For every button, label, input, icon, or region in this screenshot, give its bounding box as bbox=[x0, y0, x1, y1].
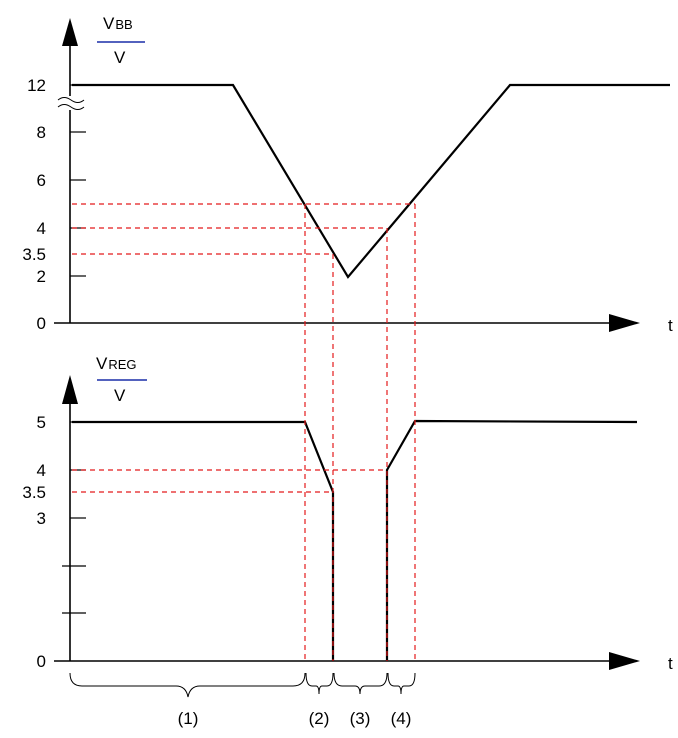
bottom-tick-label-4: 4 bbox=[37, 461, 46, 480]
phase-brace-3 bbox=[333, 672, 388, 695]
bottom-tick-label-3: 3 bbox=[37, 509, 46, 528]
phase-brace-2 bbox=[305, 672, 334, 695]
vbb-waveform bbox=[72, 83, 670, 279]
top-tick-label-4: 4 bbox=[37, 219, 46, 238]
phase-label-3: (3) bbox=[350, 709, 371, 728]
phase-label-4: (4) bbox=[391, 709, 412, 728]
top-x-label: t bbox=[668, 316, 673, 335]
top-tick-label-0: 0 bbox=[37, 314, 46, 333]
top-plot: VBB V t 12 8 6 4 3.5 2 0 bbox=[22, 14, 673, 335]
top-tick-label-12: 12 bbox=[27, 76, 46, 95]
phase-brace-4 bbox=[387, 672, 416, 695]
top-tick-label-2: 2 bbox=[37, 267, 46, 286]
phase-brace-1 bbox=[69, 672, 306, 698]
bottom-tick-label-5: 5 bbox=[37, 413, 46, 432]
axis-break-icon bbox=[57, 96, 85, 110]
top-tick-label-3-5: 3.5 bbox=[22, 245, 46, 264]
vreg-waveform-falling bbox=[72, 420, 335, 661]
bottom-y-unit: V bbox=[114, 386, 126, 405]
top-y-label: VBB bbox=[103, 14, 133, 33]
top-x-arrowhead-icon bbox=[609, 314, 640, 332]
phase-label-1: (1) bbox=[178, 709, 199, 728]
bottom-x-arrowhead-icon bbox=[609, 652, 640, 670]
phase-label-2: (2) bbox=[309, 709, 330, 728]
top-tick-label-8: 8 bbox=[37, 123, 46, 142]
bottom-x-label: t bbox=[668, 654, 673, 673]
bottom-tick-label-0: 0 bbox=[37, 652, 46, 671]
bottom-y-arrowhead-icon bbox=[62, 375, 78, 404]
bottom-tick-label-3-5: 3.5 bbox=[22, 483, 46, 502]
vreg-waveform-rising bbox=[385, 419, 638, 661]
threshold-guides bbox=[72, 203, 416, 661]
bottom-y-label: VREG bbox=[96, 354, 137, 373]
phase-braces: (1) (2) (3) (4) bbox=[69, 672, 416, 728]
bottom-plot: VREG V t 5 4 3.5 3 0 bbox=[22, 354, 673, 673]
top-tick-label-6: 6 bbox=[37, 171, 46, 190]
top-y-unit: V bbox=[114, 48, 126, 67]
top-y-arrowhead-icon bbox=[62, 18, 78, 46]
